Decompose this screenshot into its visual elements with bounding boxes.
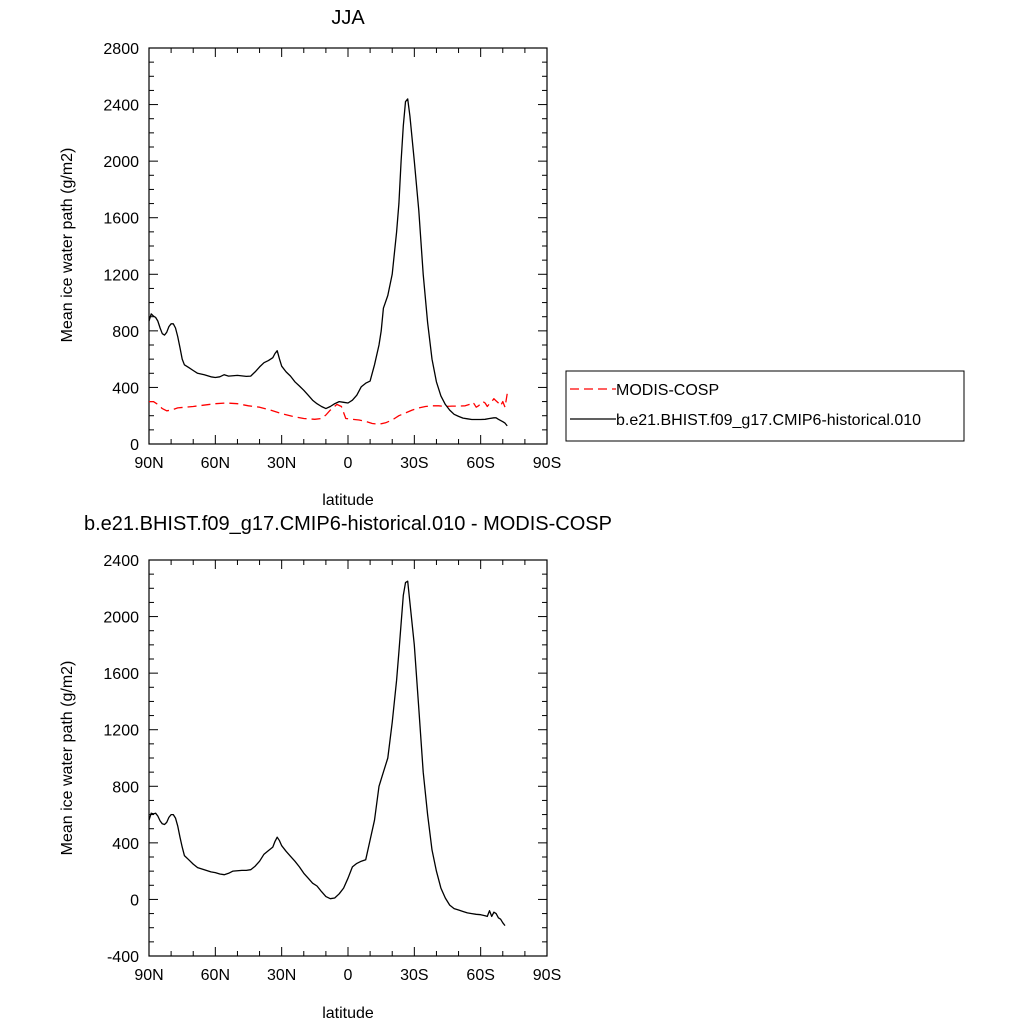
panel-top-x-tick-label: 90S [533, 455, 561, 472]
panel-top-y-tick-label: 800 [112, 324, 139, 341]
panel-bottom-x-tick-label: 60S [466, 967, 494, 984]
panel-top-x-tick-label: 90N [134, 455, 163, 472]
panel-top-series-line-1 [148, 98, 508, 427]
panel-top-x-tick-label: 60N [201, 455, 230, 472]
panel-bottom-y-tick-label: 1600 [103, 666, 139, 683]
legend-box [565, 370, 965, 442]
legend: MODIS-COSP b.e21.BHIST.f09_g17.CMIP6-his… [565, 370, 965, 442]
panel-top-y-tick-label: 2400 [103, 98, 139, 115]
panel-top-axes: 90N 60N 30N 0 30S 60S 90S 0 400 800 1200 1600 2000 24… [103, 41, 561, 472]
legend-label-model: b.e21.BHIST.f09_g17.CMIP6-historical.010 [616, 412, 921, 429]
panel-top-xlabel: latitude [322, 492, 374, 509]
panel-bottom-plot-area [148, 580, 506, 927]
panel-top-y-tick-label: 1600 [103, 211, 139, 228]
legend-label-modis-cosp: MODIS-COSP [616, 382, 719, 399]
panel-top-x-tick-label: 60S [466, 455, 494, 472]
panel-top-y-tick-label: 2800 [103, 41, 139, 58]
panel-bottom-y-tick-label: 2400 [103, 553, 139, 570]
panel-bottom-y-tick-label: 400 [112, 836, 139, 853]
panel-bottom-xlabel: latitude [322, 1005, 374, 1022]
panel-bottom-x-tick-label: 90N [134, 967, 163, 984]
panel-bottom-x-tick-label: 90S [533, 967, 561, 984]
panel-bottom-x-tick-label: 0 [344, 967, 353, 984]
panel-top-title: JJA [331, 7, 365, 29]
panel-top-chart: JJA Mean ice water path (g/m2) latitude … [59, 7, 965, 509]
panel-top-y-tick-label: 400 [112, 380, 139, 397]
panel-top-series-line-0 [149, 393, 508, 425]
panel-bottom-y-tick-label: -400 [107, 949, 139, 966]
panel-top-plot-area [148, 98, 508, 427]
panel-bottom-series-line-0 [148, 580, 506, 927]
panel-top-ylabel: Mean ice water path (g/m2) [59, 148, 76, 343]
panel-bottom-x-tick-label: 60N [201, 967, 230, 984]
panel-bottom-y-tick-label: 1200 [103, 723, 139, 740]
panel-top-y-tick-label: 0 [130, 437, 139, 454]
panel-top-x-tick-label: 0 [344, 455, 353, 472]
panel-top-x-tick-label: 30S [400, 455, 428, 472]
panel-bottom-y-tick-label: 2000 [103, 610, 139, 627]
panel-top-y-tick-label: 2000 [103, 154, 139, 171]
panel-top-x-tick-label: 30N [267, 455, 296, 472]
panel-bottom-ylabel: Mean ice water path (g/m2) [59, 661, 76, 856]
panel-bottom-title: b.e21.BHIST.f09_g17.CMIP6-historical.010… [84, 513, 612, 535]
panel-bottom-x-tick-label: 30S [400, 967, 428, 984]
panel-top-y-tick-label: 1200 [103, 267, 139, 284]
panel-bottom-y-tick-label: 800 [112, 779, 139, 796]
panel-bottom-axes: 90N 60N 30N 0 30S 60S 90S -400 0 400 800 1200 1600 20… [103, 553, 561, 984]
panel-bottom-y-tick-label: 0 [130, 892, 139, 909]
panel-bottom-x-tick-label: 30N [267, 967, 296, 984]
panel-bottom-chart: b.e21.BHIST.f09_g17.CMIP6-historical.010… [59, 513, 612, 1022]
